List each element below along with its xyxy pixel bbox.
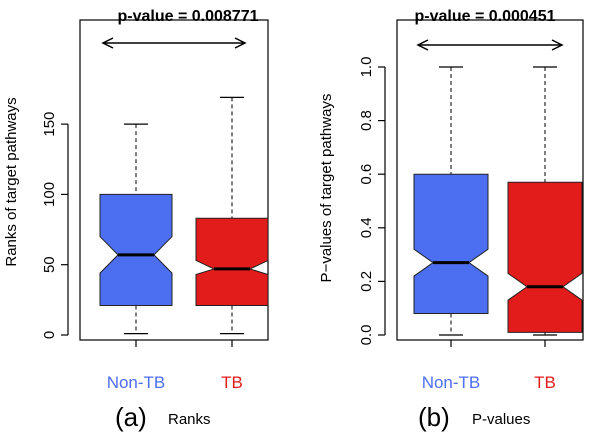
- arrow-head-left: [101, 37, 114, 49]
- panel-pvalues: 0.0 0.2 0.4 0.6 0.8 1.0 Non-TB TB: [358, 19, 584, 392]
- y-tick-label: 0.8: [358, 110, 375, 131]
- plot-frame: [396, 19, 584, 341]
- box-non-tb: [99, 193, 173, 306]
- category-label: TB: [534, 373, 556, 392]
- panel-b-ylabel: P−values of target pathways: [318, 94, 335, 283]
- panel-a-ylabel: Ranks of target pathways: [3, 97, 20, 266]
- y-tick-label: 1.0: [358, 57, 375, 78]
- panel-a-annotation: p-value = 0.008771: [118, 8, 259, 25]
- box-tb: [195, 217, 269, 306]
- y-tick-label: 0.0: [358, 325, 375, 346]
- panel-a-name: Ranks: [168, 411, 211, 428]
- category-label: Non-TB: [422, 373, 481, 392]
- plot-frame: [79, 19, 269, 341]
- panel-a-letter: (a): [115, 402, 147, 432]
- y-tick-label: 0.4: [358, 217, 375, 238]
- y-tick-label: 150: [41, 112, 58, 137]
- panel-b-letter: (b): [418, 402, 450, 432]
- y-tick-label: 0.6: [358, 164, 375, 185]
- arrow-head-right: [551, 39, 564, 51]
- category-label: Non-TB: [107, 373, 166, 392]
- panel-b-annotation: p-value = 0.000451: [415, 8, 556, 25]
- y-tick-label: 0: [41, 331, 58, 339]
- arrow-head-left: [416, 39, 429, 51]
- y-tick-label: 50: [41, 256, 58, 273]
- box-tb: [507, 181, 583, 333]
- y-tick-label: 0.2: [358, 271, 375, 292]
- category-label: TB: [221, 373, 243, 392]
- panel-b-name: P-values: [472, 411, 530, 428]
- box-non-tb: [413, 173, 489, 315]
- panel-ranks: 0 50 100 150 Non-TB TB: [41, 19, 269, 392]
- y-tick-label: 100: [41, 182, 58, 207]
- arrow-head-right: [234, 37, 247, 49]
